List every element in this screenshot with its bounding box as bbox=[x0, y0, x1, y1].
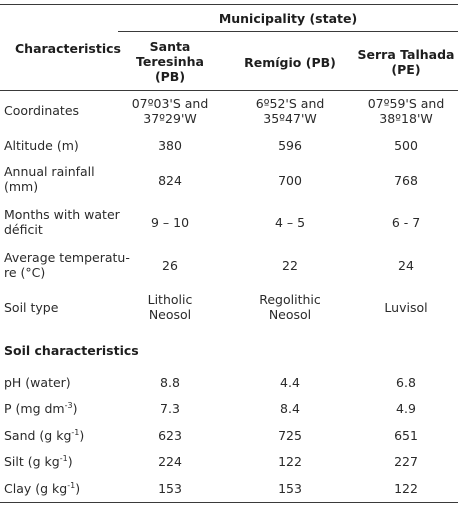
ph-v3: 6.8 bbox=[396, 375, 416, 390]
clay-label-close: ) bbox=[75, 481, 81, 496]
municipality-header: Municipality (state) bbox=[218, 11, 358, 26]
p-v3: 4.9 bbox=[396, 401, 416, 416]
sand-label-sup: -1 bbox=[71, 427, 80, 437]
col1-header-line3: (PB) bbox=[154, 69, 186, 84]
silt-label: Silt (g kg-1) bbox=[4, 453, 73, 470]
coordinates-label: Coordinates bbox=[4, 103, 80, 118]
altitude-v3: 500 bbox=[394, 138, 418, 153]
sand-v3: 651 bbox=[394, 428, 418, 443]
temperature-v2: 22 bbox=[282, 258, 298, 273]
col3-header-line1: Serra Talhada bbox=[357, 47, 455, 62]
p-label-text: P (mg dm bbox=[4, 401, 65, 416]
p-v2: 8.4 bbox=[280, 401, 300, 416]
deficit-v1: 9 – 10 bbox=[150, 215, 190, 230]
sand-label-text: Sand (g kg bbox=[4, 428, 72, 443]
ph-v2: 4.4 bbox=[280, 375, 300, 390]
soil-type-v1a: Litholic bbox=[147, 292, 193, 307]
p-v1: 7.3 bbox=[160, 401, 180, 416]
silt-label-close: ) bbox=[67, 454, 73, 469]
altitude-label: Altitude (m) bbox=[4, 138, 79, 153]
coordinates-v1b: 37º29'W bbox=[143, 111, 197, 126]
sand-v2: 725 bbox=[278, 428, 302, 443]
silt-label-sup: -1 bbox=[59, 453, 68, 463]
col1-header-line1: Santa bbox=[149, 39, 191, 54]
rainfall-v2: 700 bbox=[278, 173, 302, 188]
col3-header-line2: (PE) bbox=[391, 62, 421, 77]
silt-v2: 122 bbox=[278, 454, 302, 469]
clay-label-text: Clay (g kg bbox=[4, 481, 68, 496]
sand-label: Sand (g kg-1) bbox=[4, 427, 84, 444]
temperature-v3: 24 bbox=[398, 258, 414, 273]
rainfall-label-a: Annual rainfall bbox=[4, 164, 95, 179]
ph-v1: 8.8 bbox=[160, 375, 180, 390]
sand-label-close: ) bbox=[79, 428, 85, 443]
characteristics-header: Characteristics bbox=[15, 41, 121, 56]
coordinates-v3b: 38º18'W bbox=[379, 111, 433, 126]
temperature-label-a: Average temperatu- bbox=[4, 250, 130, 265]
altitude-v2: 596 bbox=[278, 138, 302, 153]
sand-v1: 623 bbox=[158, 428, 182, 443]
bottom-rule bbox=[0, 502, 458, 503]
clay-label-sup: -1 bbox=[67, 480, 76, 490]
coordinates-v2b: 35º47'W bbox=[263, 111, 317, 126]
col2-header: Remígio (PB) bbox=[244, 55, 336, 70]
deficit-label-b: déficit bbox=[4, 222, 43, 237]
p-label-sup: -3 bbox=[64, 400, 73, 410]
clay-v1: 153 bbox=[158, 481, 182, 496]
deficit-v3: 6 - 7 bbox=[391, 215, 421, 230]
top-rule bbox=[0, 4, 458, 5]
silt-v1: 224 bbox=[158, 454, 182, 469]
rainfall-v3: 768 bbox=[394, 173, 418, 188]
deficit-v2: 4 – 5 bbox=[274, 215, 306, 230]
temperature-label-b: re (°C) bbox=[4, 265, 46, 280]
soil-type-v2b: Neosol bbox=[268, 307, 312, 322]
silt-v3: 227 bbox=[394, 454, 418, 469]
altitude-v1: 380 bbox=[158, 138, 182, 153]
ph-label: pH (water) bbox=[4, 375, 71, 390]
p-label: P (mg dm-3) bbox=[4, 400, 77, 417]
clay-v3: 122 bbox=[394, 481, 418, 496]
clay-v2: 153 bbox=[278, 481, 302, 496]
col1-header-line2: Teresinha bbox=[136, 54, 204, 69]
soil-characteristics-title: Soil characteristics bbox=[4, 343, 139, 358]
header-bottom-rule bbox=[0, 90, 458, 91]
soil-type-v3: Luvisol bbox=[384, 300, 428, 315]
coordinates-v2a: 6º52'S and bbox=[255, 96, 325, 111]
temperature-v1: 26 bbox=[162, 258, 178, 273]
rainfall-label-b: (mm) bbox=[4, 179, 39, 194]
p-label-close: ) bbox=[72, 401, 78, 416]
silt-label-text: Silt (g kg bbox=[4, 454, 60, 469]
municipality-underline bbox=[118, 31, 458, 32]
coordinates-v1a: 07º03'S and bbox=[131, 96, 209, 111]
clay-label: Clay (g kg-1) bbox=[4, 480, 80, 497]
rainfall-v1: 824 bbox=[158, 173, 182, 188]
deficit-label-a: Months with water bbox=[4, 207, 120, 222]
coordinates-v3a: 07º59'S and bbox=[367, 96, 445, 111]
soil-type-v2a: Regolithic bbox=[259, 292, 321, 307]
soil-type-v1b: Neosol bbox=[148, 307, 192, 322]
soil-type-label: Soil type bbox=[4, 300, 59, 315]
